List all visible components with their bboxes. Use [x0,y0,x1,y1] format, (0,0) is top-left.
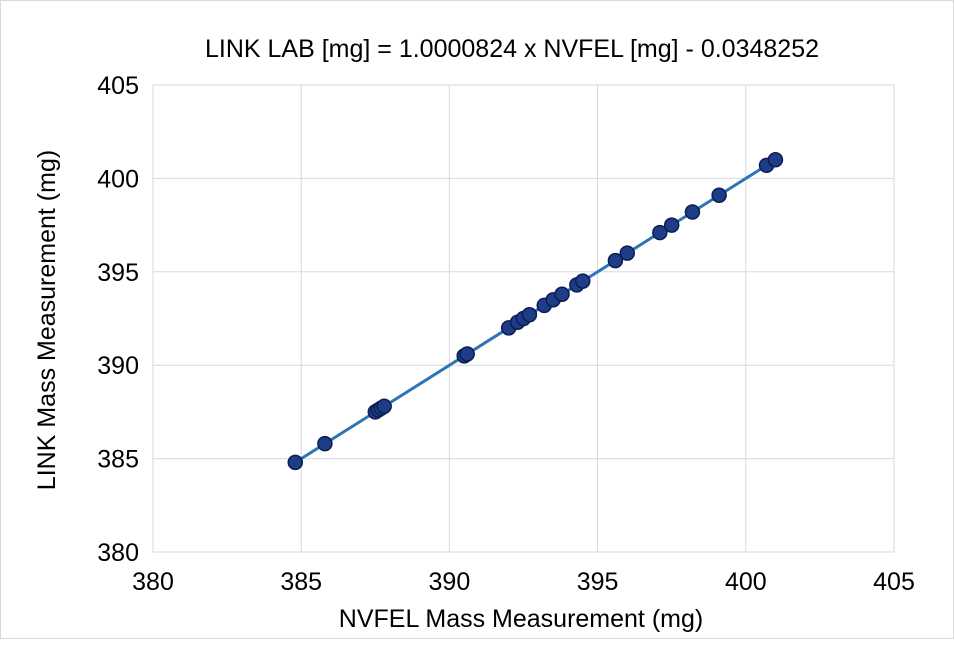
data-point [554,286,570,302]
x-tick-labels: 380 385 390 395 400 405 [132,568,915,596]
data-point [767,151,784,168]
data-point [663,217,680,233]
y-tick-label: 390 [97,352,139,380]
x-tick-label: 395 [577,568,619,596]
y-tick-label: 385 [97,446,139,474]
y-tick-label: 405 [97,72,139,100]
data-point [287,454,304,471]
data-point [619,245,635,261]
y-axis-label: LINK Mass Measurement (mg) [33,150,61,490]
x-tick-label: 385 [280,568,322,596]
data-point [711,187,727,203]
y-tick-label: 380 [97,539,139,567]
data-point [652,224,668,241]
data-point [684,204,701,220]
x-tick-label: 380 [132,568,174,596]
data-point [376,398,392,415]
x-tick-label: 400 [725,568,767,596]
y-tick-label: 400 [97,165,139,193]
data-point [521,307,538,323]
gridlines [152,84,895,553]
data-point [459,346,475,362]
x-tick-label: 405 [873,568,915,596]
data-points [287,151,784,471]
y-tick-label: 395 [97,259,139,287]
chart-title: LINK LAB [mg] = 1.0000824 x NVFEL [mg] -… [205,35,819,63]
x-axis-label: NVFEL Mass Measurement (mg) [339,605,703,633]
data-point [317,435,333,452]
y-tick-labels: 380 385 390 395 400 405 [97,72,139,567]
data-point [607,252,624,269]
data-point [575,273,591,289]
x-tick-label: 390 [429,568,471,596]
